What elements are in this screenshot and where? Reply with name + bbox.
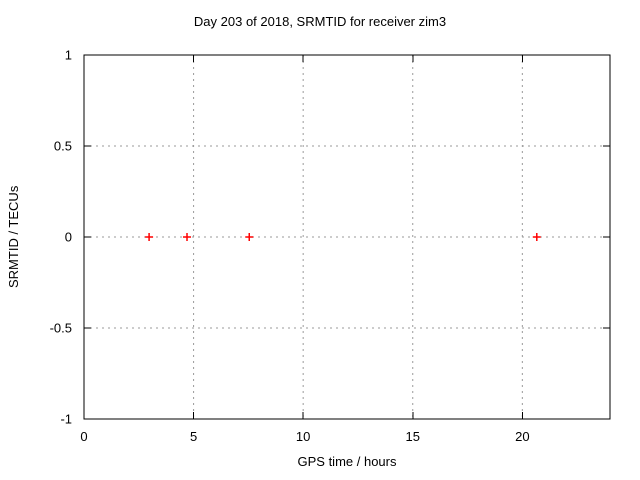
- x-tick-label: 20: [515, 429, 529, 444]
- y-tick-label: 0.5: [54, 139, 72, 154]
- x-tick-label: 5: [190, 429, 197, 444]
- data-point-marker: [183, 233, 192, 241]
- x-tick-label: 15: [406, 429, 420, 444]
- data-point-marker: [245, 233, 254, 241]
- data-point-marker: [532, 233, 541, 241]
- y-tick-label: -0.5: [50, 321, 72, 336]
- x-axis-label: GPS time / hours: [297, 454, 397, 469]
- chart-title: Day 203 of 2018, SRMTID for receiver zim…: [193, 14, 447, 29]
- data-point-marker: [145, 233, 154, 241]
- y-tick-label: 0: [65, 230, 72, 245]
- x-tick-label: 0: [80, 429, 87, 444]
- y-tick-label: -1: [60, 412, 72, 427]
- y-tick-label: 1: [65, 48, 72, 63]
- x-tick-label: 10: [296, 429, 310, 444]
